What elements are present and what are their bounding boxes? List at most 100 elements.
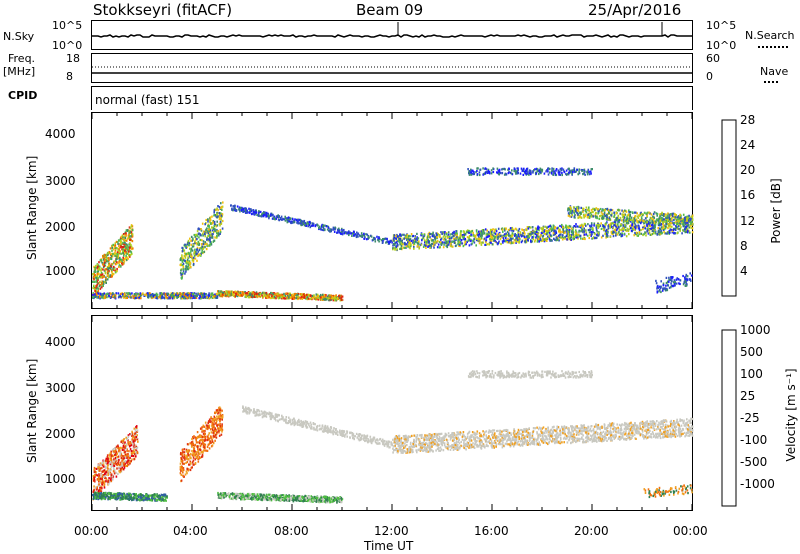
power-scatter-cell xyxy=(212,220,215,223)
power-scatter-cell xyxy=(407,235,410,238)
power-scatter-cell xyxy=(182,268,185,271)
power-scatter-cell xyxy=(670,286,672,289)
power-scatter-cell xyxy=(192,243,195,246)
power-scatter-cell xyxy=(194,233,197,237)
power-scatter-cell xyxy=(508,170,510,173)
power-scatter-cell xyxy=(181,274,184,277)
power-scatter-cell xyxy=(524,232,526,235)
power-scatter-cell xyxy=(453,234,455,237)
power-scatter-cell xyxy=(240,208,243,211)
power-scatter-cell xyxy=(522,229,524,232)
power-scatter-cell xyxy=(325,294,327,297)
power-scatter-cell xyxy=(433,234,435,237)
power-scatter-cell xyxy=(678,225,680,228)
power-scatter-cell xyxy=(320,228,322,231)
power-scatter-cell xyxy=(530,240,532,243)
power-scatter-cell xyxy=(576,225,579,228)
power-scatter-cell xyxy=(609,218,611,221)
power-scatter-cell xyxy=(122,236,124,239)
power-scatter-cell xyxy=(529,169,532,173)
power-scatter-cell xyxy=(414,235,416,238)
power-scatter-cell xyxy=(472,231,474,234)
power-scatter-cell xyxy=(283,297,285,300)
power-scatter-cell xyxy=(119,264,122,267)
power-scatter-cell xyxy=(676,226,679,229)
power-scatter-cell xyxy=(638,227,641,230)
power-scatter-cell xyxy=(598,217,601,221)
power-scatter-cell xyxy=(211,215,213,218)
power-scatter-cell xyxy=(636,219,638,222)
power-scatter-cell xyxy=(509,229,511,232)
power-scatter-cell xyxy=(313,297,316,300)
power-scatter-cell xyxy=(385,241,387,244)
power-scatter-cell xyxy=(464,233,467,236)
power-scatter-cell xyxy=(197,292,199,295)
power-scatter-cell xyxy=(96,272,99,276)
power-scatter-cell xyxy=(588,170,590,173)
power-scatter-cell xyxy=(510,172,513,175)
power-scatter-cell xyxy=(485,233,488,236)
power-scatter-cell xyxy=(504,168,506,171)
power-scatter-cell xyxy=(629,213,631,216)
power-scatter-cell xyxy=(672,281,675,284)
power-scatter-cell xyxy=(328,299,330,302)
power-scatter-cell xyxy=(596,223,599,226)
power-scatter-cell xyxy=(268,217,270,220)
power-scatter-cell xyxy=(675,223,678,226)
power-scatter-cell xyxy=(682,220,684,223)
power-scatter-cell xyxy=(624,224,627,227)
power-scatter-cell xyxy=(243,210,246,213)
power-scatter-cell xyxy=(685,282,688,286)
power-scatter-cell xyxy=(674,216,677,219)
power-scatter-cell xyxy=(519,233,521,236)
power-scatter-cell xyxy=(614,224,617,227)
power-scatter-cell xyxy=(601,224,604,227)
power-scatter-cell xyxy=(686,275,689,278)
power-scatter-cell xyxy=(591,168,593,171)
power-scatter-cell xyxy=(214,296,217,299)
power-scatter-cell xyxy=(333,294,335,298)
power-scatter-cell xyxy=(516,171,519,174)
power-scatter-cell xyxy=(97,289,100,293)
power-scatter-cell xyxy=(215,296,218,299)
power-scatter-cell xyxy=(261,291,264,294)
power-scatter-cell xyxy=(111,293,114,296)
power-scatter-cell xyxy=(545,239,547,242)
power-scatter-cell xyxy=(105,281,107,284)
power-scatter-cell xyxy=(125,229,128,232)
power-scatter-cell xyxy=(507,241,509,244)
power-scatter-cell xyxy=(386,237,388,240)
power-scatter-cell xyxy=(184,252,186,255)
velocity-scatter-cell xyxy=(134,434,136,437)
power-scatter-cell xyxy=(212,232,214,236)
power-scatter-cell xyxy=(162,296,164,299)
power-scatter-cell xyxy=(398,237,400,240)
power-scatter-cell xyxy=(111,271,113,274)
power-scatter-cell xyxy=(126,237,129,240)
power-scatter-cell xyxy=(589,228,592,231)
power-scatter-cell xyxy=(93,284,95,287)
power-scatter-cell xyxy=(113,267,116,271)
power-scatter-cell xyxy=(181,263,183,267)
power-scatter-cell xyxy=(581,228,584,231)
power-scatter-cell xyxy=(216,296,219,299)
power-scatter-cell xyxy=(182,257,185,260)
power-scatter-cell xyxy=(562,168,565,171)
power-scatter-cell xyxy=(409,235,411,238)
power-scatter-cell xyxy=(572,237,574,240)
power-scatter-cell xyxy=(489,234,492,238)
freq-label-2: [MHz] xyxy=(3,65,36,78)
power-scatter-cell xyxy=(221,213,224,216)
power-scatter-cell xyxy=(230,293,233,297)
power-scatter-cell xyxy=(540,172,542,175)
power-scatter-cell xyxy=(416,238,419,241)
power-scatter-cell xyxy=(677,218,679,221)
power-scatter-cell xyxy=(157,296,160,299)
power-scatter-cell xyxy=(119,256,121,259)
power-scatter-cell xyxy=(523,167,525,170)
power-scatter-cell xyxy=(530,233,532,236)
power-scatter-cell xyxy=(394,248,396,251)
power-scatter-cell xyxy=(99,287,102,290)
power-scatter-cell xyxy=(610,214,613,217)
power-scatter-cell xyxy=(95,276,97,280)
